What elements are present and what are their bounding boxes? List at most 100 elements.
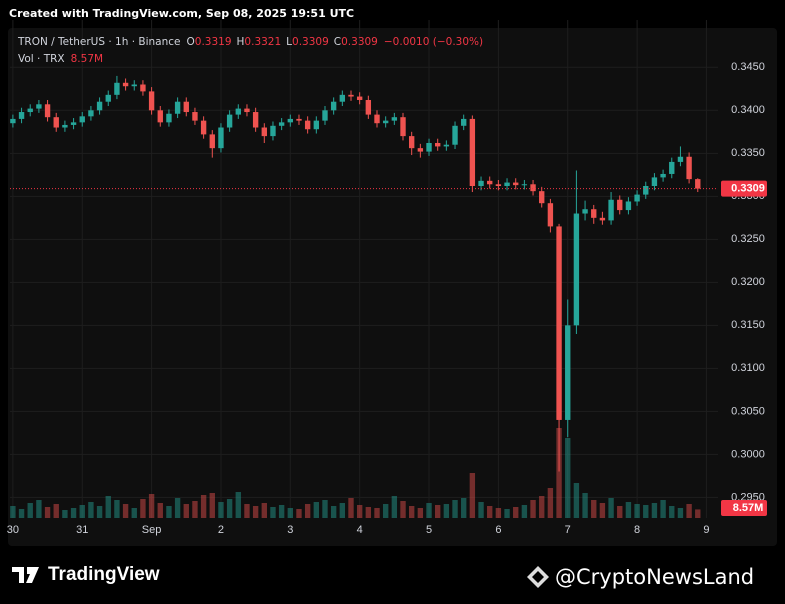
candle-body <box>695 179 701 189</box>
ohlc-key: O <box>187 36 195 48</box>
volume-bar <box>226 499 233 518</box>
candle-body <box>417 148 424 152</box>
candle-body <box>408 136 415 149</box>
x-tick-label: 5 <box>426 524 432 536</box>
ohlc-value: 0.3309 <box>292 36 329 48</box>
candle-body <box>313 120 320 130</box>
volume-bar <box>400 501 406 518</box>
volume-bar <box>417 508 424 518</box>
volume-layer <box>10 428 701 518</box>
volume-legend: Vol · TRX 8.57M <box>18 53 103 65</box>
candle-body <box>625 201 632 211</box>
y-tick-label: 0.3200 <box>731 276 765 288</box>
x-tick-label: 4 <box>357 524 363 536</box>
candle-body <box>79 116 85 123</box>
volume-bar <box>695 509 701 518</box>
x-tick-label: 3 <box>287 524 293 536</box>
candle-body <box>365 99 372 115</box>
candle-body <box>435 142 441 147</box>
candle-body <box>495 184 502 186</box>
created-with: Created with TradingView.com, Sep 08, 20… <box>9 7 354 20</box>
volume-bar <box>62 510 68 518</box>
volume-bar <box>651 503 658 518</box>
candle-body <box>452 125 458 145</box>
volume-bar <box>261 503 267 518</box>
volume-bar <box>79 505 85 518</box>
volume-bar <box>105 496 111 518</box>
candle-body <box>174 101 181 114</box>
candle-body <box>521 184 528 186</box>
logo-icon <box>12 567 39 583</box>
watermark-text: @CryptoNewsLand <box>555 565 754 589</box>
candle-body <box>669 161 675 174</box>
volume-bar <box>88 502 94 518</box>
volume-bar <box>270 507 276 518</box>
candle-body <box>131 84 137 87</box>
candle-body <box>157 110 163 123</box>
y-tick-label: 0.3050 <box>731 405 765 417</box>
candle-body <box>573 213 580 326</box>
volume-bar <box>660 500 666 518</box>
candle-body <box>226 114 233 128</box>
candle-body <box>322 110 328 121</box>
volume-bar <box>686 504 692 518</box>
candle-body <box>296 118 302 121</box>
y-tick-label: 0.3250 <box>731 233 765 245</box>
volume-bar <box>391 496 398 518</box>
volume-bar <box>487 506 493 518</box>
y-tick-label: 0.3100 <box>731 362 765 374</box>
candle-body <box>209 134 215 149</box>
ohlc-value: 0.3309 <box>341 36 378 48</box>
x-tick-label: 7 <box>565 524 571 536</box>
volume-bar <box>677 508 684 518</box>
y-tick-label: 0.3150 <box>731 319 765 331</box>
volume-bar <box>547 488 554 518</box>
candle-body <box>148 91 155 111</box>
candle-body <box>218 127 224 149</box>
candle-body <box>88 110 94 117</box>
candle-body <box>339 94 346 102</box>
x-tick-label: 30 <box>7 524 19 536</box>
volume-bar <box>495 508 502 518</box>
x-tick-label: 9 <box>703 524 709 536</box>
y-tick-label: 0.3450 <box>731 61 765 73</box>
volume-bar <box>582 493 588 518</box>
x-tick-label: 2 <box>218 524 224 536</box>
candle-body <box>599 217 606 221</box>
volume-bar <box>374 508 380 518</box>
candle-body <box>62 124 68 128</box>
volume-bar <box>556 428 562 518</box>
volume-bar <box>114 500 120 518</box>
volume-bar <box>174 498 181 518</box>
candle-body <box>374 114 380 124</box>
candle-body <box>634 194 640 202</box>
candle-body <box>44 104 51 118</box>
volume-bar <box>313 502 320 518</box>
candle-body <box>10 118 16 124</box>
change: −0.0010 (−0.30%) <box>384 36 483 48</box>
legend-line: TRON / TetherUS · 1h · Binance O0.3319 H0.… <box>17 36 483 48</box>
volume-bar <box>617 506 623 518</box>
symbol: TRON / TetherUS · 1h · Binance <box>17 36 181 48</box>
candle-body <box>304 120 311 130</box>
volume-bar <box>643 505 649 518</box>
ohlc-key: C <box>334 36 341 48</box>
candle-body <box>660 173 666 178</box>
candle-body <box>556 226 562 420</box>
y-tick-label: 0.3400 <box>731 104 765 116</box>
candle-body <box>617 199 623 211</box>
candle-body <box>261 127 267 137</box>
x-tick-label: Sep <box>142 524 162 536</box>
volume-bar <box>244 504 250 518</box>
candle-body <box>183 101 189 113</box>
candle-body <box>36 104 42 109</box>
y-tick-label: 0.3350 <box>731 147 765 159</box>
candle-body <box>591 209 597 218</box>
volume-bar <box>44 507 51 518</box>
volume-bar <box>157 503 163 518</box>
volume-bar <box>27 503 33 518</box>
volume-bar <box>330 506 337 518</box>
volume-bar <box>573 483 580 518</box>
candle-body <box>487 180 493 185</box>
candle-body <box>192 112 198 121</box>
